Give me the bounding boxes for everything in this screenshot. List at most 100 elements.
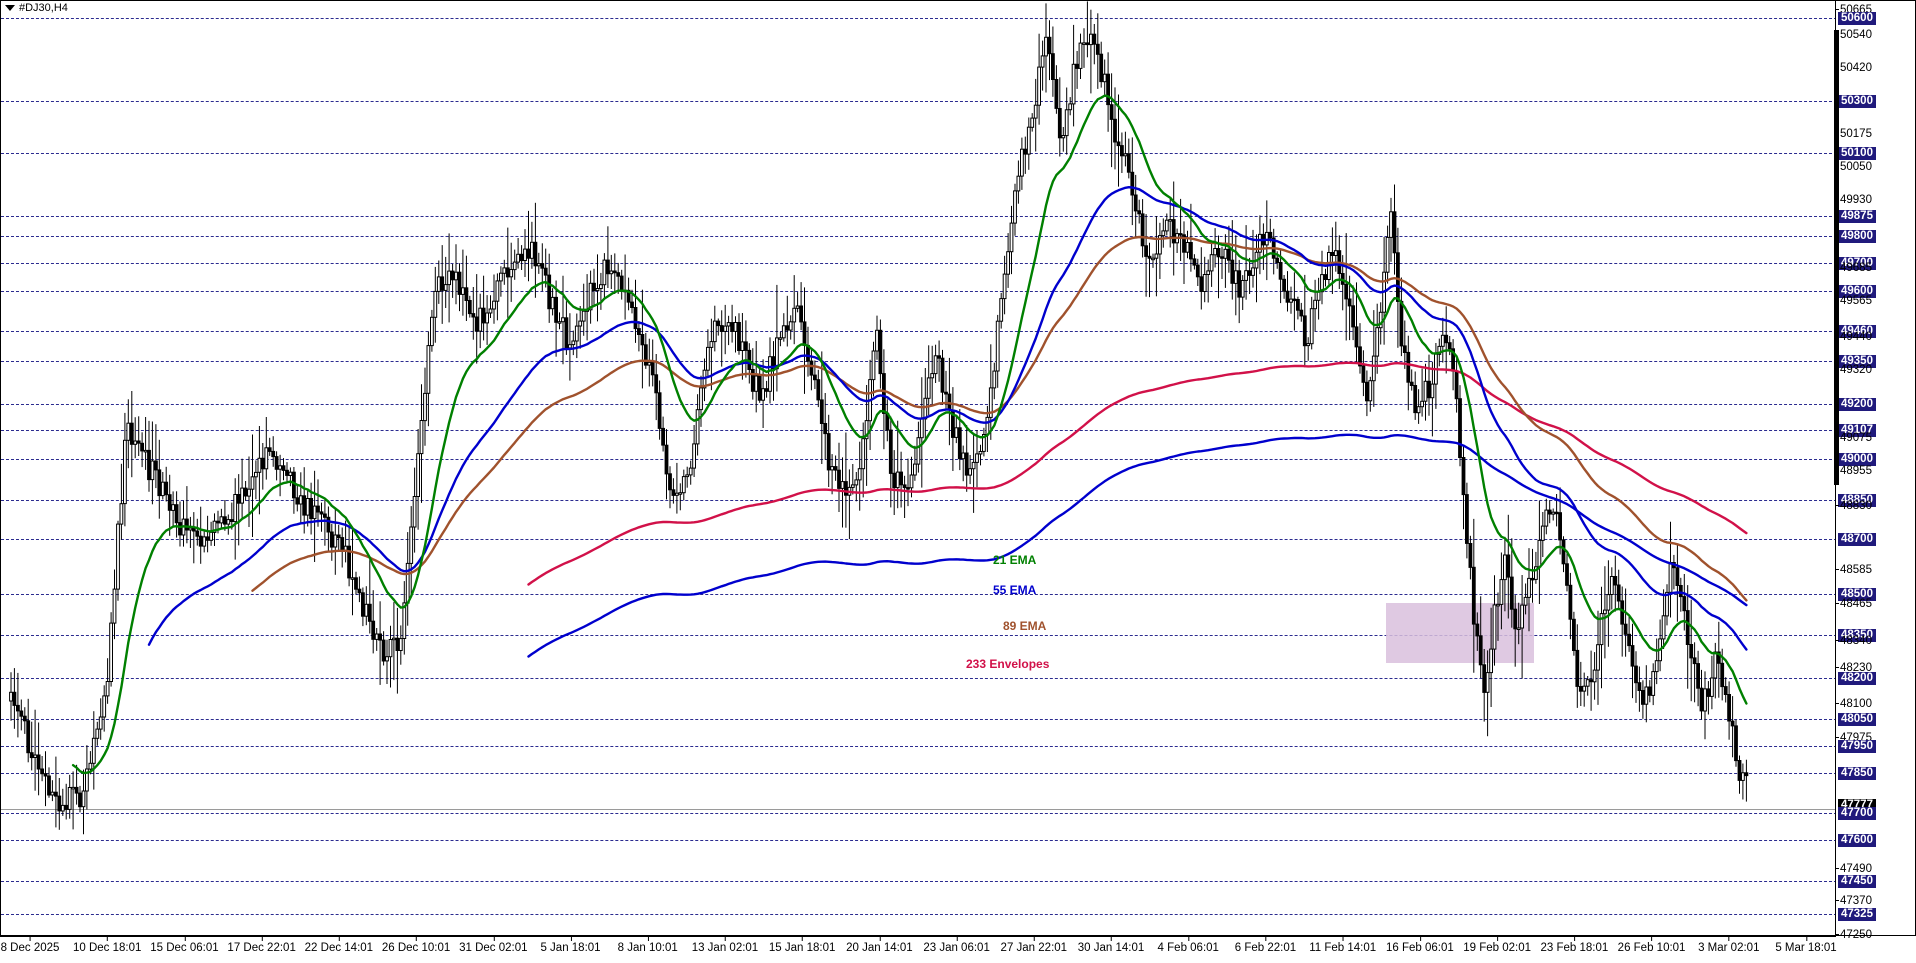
tick-mark bbox=[1574, 936, 1576, 941]
gridline bbox=[1, 101, 1835, 102]
tick-mark bbox=[416, 936, 418, 941]
time-axis-tick: 16 Feb 06:01 bbox=[1386, 936, 1454, 954]
chevron-down-icon[interactable] bbox=[5, 5, 15, 11]
gridline bbox=[1, 500, 1835, 501]
price-axis-tick: 49930 bbox=[1836, 194, 1872, 206]
price-axis-label: 50540 bbox=[1840, 29, 1872, 41]
price-axis-label: 47950 bbox=[1841, 740, 1873, 752]
price-axis-tick: 47370 bbox=[1836, 895, 1872, 907]
time-axis-tick: 19 Feb 02:01 bbox=[1463, 936, 1531, 954]
time-axis-label: 31 Dec 02:01 bbox=[459, 942, 528, 954]
tick-mark bbox=[1265, 936, 1267, 941]
gridline bbox=[1, 361, 1835, 362]
symbol-text: #DJ30,H4 bbox=[19, 2, 68, 14]
time-axis-label: 26 Dec 10:01 bbox=[381, 942, 451, 954]
tick-mark bbox=[879, 936, 881, 941]
legend-item-89-ema: 89 EMA bbox=[1003, 619, 1047, 633]
price-axis-label: 50300 bbox=[1841, 95, 1873, 107]
tick-mark bbox=[184, 936, 186, 941]
time-axis-tick: 23 Jan 06:01 bbox=[923, 936, 990, 954]
tick-mark bbox=[647, 936, 649, 941]
time-axis-tick: 31 Dec 02:01 bbox=[459, 936, 528, 954]
price-axis-tick: 48340 bbox=[1836, 635, 1872, 647]
price-axis-label: 48230 bbox=[1840, 662, 1872, 674]
tick-mark bbox=[1836, 737, 1839, 738]
price-axis-label: 48200 bbox=[1841, 672, 1873, 684]
price-axis-label: 47850 bbox=[1841, 767, 1873, 779]
price-scale-handle[interactable] bbox=[1834, 30, 1839, 485]
price-series-canvas bbox=[9, 1, 1749, 835]
price-level-badge: 47450 bbox=[1838, 875, 1876, 888]
price-level-badge: 49107 bbox=[1838, 424, 1876, 437]
time-axis-label: 27 Jan 22:01 bbox=[1000, 942, 1068, 954]
gridline bbox=[1, 291, 1835, 292]
price-axis-label: 48350 bbox=[1841, 629, 1873, 641]
price-axis-label: 48955 bbox=[1840, 465, 1872, 477]
time-axis-tick: 15 Dec 06:01 bbox=[150, 936, 219, 954]
price-axis-label: 49930 bbox=[1840, 194, 1872, 206]
gridline bbox=[1, 594, 1835, 595]
time-axis-tick: 6 Feb 22:01 bbox=[1234, 936, 1297, 954]
price-level-badge: 48200 bbox=[1838, 672, 1876, 685]
tick-mark bbox=[29, 936, 31, 941]
legend-item-55-ema: 55 EMA bbox=[993, 583, 1037, 597]
time-axis-tick: 5 Mar 18:01 bbox=[1775, 936, 1837, 954]
time-axis-label: 20 Jan 14:01 bbox=[846, 942, 913, 954]
price-level-badge: 47850 bbox=[1838, 767, 1876, 780]
time-axis-label: 22 Dec 14:01 bbox=[304, 942, 374, 954]
tick-mark bbox=[261, 936, 263, 941]
price-axis-tick: 48830 bbox=[1836, 500, 1872, 512]
legend-item-233-envelopes: 233 Envelopes bbox=[966, 657, 1050, 671]
price-axis-tick: 49320 bbox=[1836, 364, 1872, 376]
time-axis-tick: 8 Jan 10:01 bbox=[618, 936, 678, 954]
price-level-badge: 49700 bbox=[1838, 257, 1876, 270]
tick-mark bbox=[1728, 936, 1730, 941]
time-axis-label: 6 Feb 22:01 bbox=[1234, 942, 1297, 954]
price-level-badge: 49875 bbox=[1838, 210, 1876, 223]
time-axis-tick: 3 Mar 02:01 bbox=[1698, 936, 1760, 954]
highlight-region[interactable] bbox=[1386, 603, 1534, 663]
gridline bbox=[1, 331, 1835, 332]
time-axis-label: 11 Feb 14:01 bbox=[1309, 942, 1377, 954]
price-axis-label: 50175 bbox=[1840, 128, 1872, 140]
time-axis-label: 3 Mar 02:01 bbox=[1698, 942, 1760, 954]
price-axis-label: 48850 bbox=[1841, 494, 1873, 506]
tick-mark bbox=[1836, 900, 1839, 901]
time-axis-label: 16 Feb 06:01 bbox=[1386, 942, 1454, 954]
time-axis-tick: 10 Dec 18:01 bbox=[72, 936, 142, 954]
price-axis-label: 47777 bbox=[1841, 799, 1873, 811]
time-axis-tick: 30 Jan 14:01 bbox=[1078, 936, 1144, 954]
time-axis-tick: 26 Dec 10:01 bbox=[381, 936, 451, 954]
price-axis-label: 49200 bbox=[1841, 398, 1873, 410]
chart-plot-area[interactable]: 21 EMA 55 EMA 89 EMA 233 Envelopes #DJ30,H4 bbox=[0, 0, 1836, 936]
tick-mark bbox=[1836, 9, 1839, 10]
price-level-badge: 47950 bbox=[1838, 740, 1876, 753]
price-level-badge: 47600 bbox=[1838, 834, 1876, 847]
time-axis-tick: 8 Dec 2025 bbox=[1, 936, 59, 954]
time-axis-label: 15 Jan 18:01 bbox=[768, 942, 836, 954]
price-axis-tick: 48100 bbox=[1836, 698, 1872, 710]
time-axis-tick: 4 Feb 06:01 bbox=[1158, 936, 1219, 954]
tick-mark bbox=[1806, 936, 1807, 941]
price-axis-label: 49107 bbox=[1841, 424, 1873, 436]
gridline bbox=[1, 430, 1835, 431]
price-level-badge: 50100 bbox=[1838, 147, 1876, 160]
price-axis-label: 48050 bbox=[1841, 713, 1873, 725]
gridline bbox=[1, 153, 1835, 154]
tick-mark bbox=[1033, 936, 1035, 941]
price-axis-tick: 50420 bbox=[1836, 62, 1872, 74]
time-axis-tick: 23 Feb 18:01 bbox=[1540, 936, 1608, 954]
price-axis[interactable]: 50665 50600 50540 50420 50300 50175 50100 50050… bbox=[1836, 0, 1916, 941]
tick-mark bbox=[570, 936, 572, 941]
current-price-line bbox=[1, 809, 1835, 810]
time-axis-tick: 5 Jan 18:01 bbox=[540, 936, 601, 954]
time-axis[interactable]: 8 Dec 2025 10 Dec 18:01 15 Dec 06:01 17 Dec… bbox=[0, 936, 1837, 963]
price-axis-label: 50420 bbox=[1840, 62, 1872, 74]
tick-mark bbox=[1836, 603, 1839, 604]
time-axis-tick: 22 Dec 14:01 bbox=[304, 936, 374, 954]
time-axis-label: 10 Dec 18:01 bbox=[72, 942, 142, 954]
price-axis-label: 49460 bbox=[1841, 325, 1873, 337]
tick-mark bbox=[1836, 703, 1839, 704]
price-level-badge: 49460 bbox=[1838, 325, 1876, 338]
symbol-label[interactable]: #DJ30,H4 bbox=[5, 2, 68, 14]
